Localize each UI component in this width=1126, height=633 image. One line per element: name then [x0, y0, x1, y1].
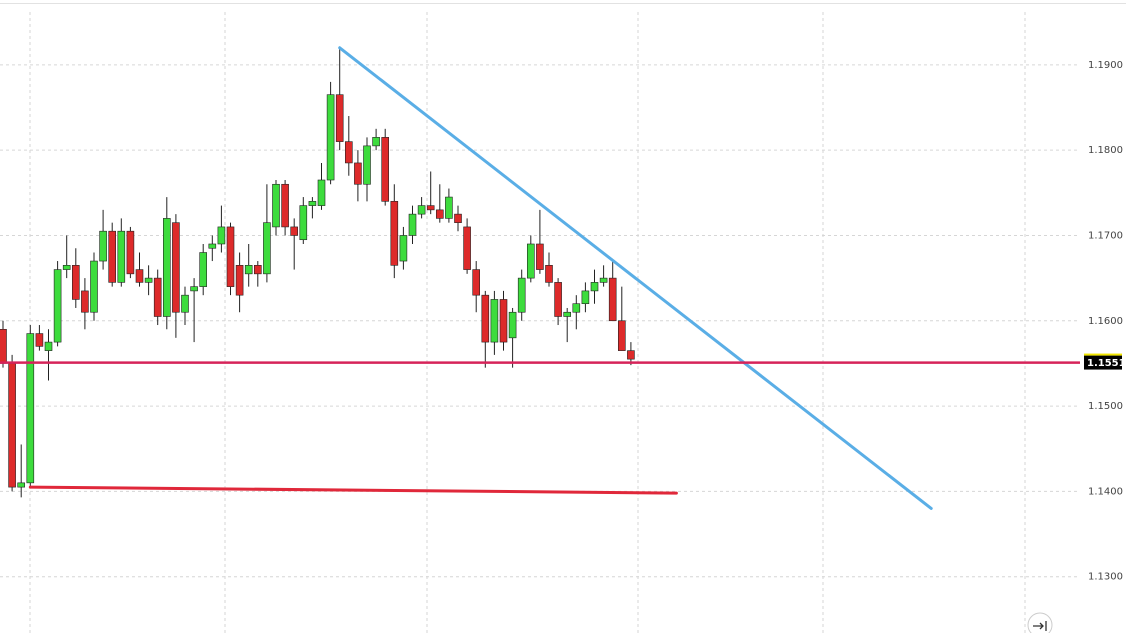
candle-body — [545, 265, 553, 283]
candle-body — [72, 265, 80, 300]
price-label-bg — [1084, 355, 1122, 370]
candle-body — [563, 311, 572, 317]
y-tick-label: 1.1900 — [1088, 60, 1123, 71]
trend-line — [338, 46, 933, 510]
candle-body — [435, 209, 444, 219]
candle-body — [354, 162, 362, 185]
candle-body — [508, 311, 517, 339]
candle-body — [272, 183, 280, 228]
candle-body — [536, 243, 544, 270]
y-tick-label: 1.1700 — [1088, 230, 1123, 241]
candle-body — [217, 226, 226, 245]
candle-body — [454, 213, 462, 223]
candle-body — [144, 277, 153, 283]
candle-body — [17, 482, 26, 488]
candle-body — [244, 265, 253, 275]
candle-body — [472, 269, 481, 296]
candle-body — [90, 260, 98, 313]
candle-body — [572, 303, 581, 313]
price-label: 1.1551 — [1087, 358, 1126, 369]
y-tick-label: 1.1400 — [1088, 486, 1123, 497]
candle-body — [344, 141, 353, 164]
candle-body — [381, 137, 390, 202]
trend-line — [28, 485, 678, 495]
candle-body — [599, 277, 608, 283]
candle-body — [445, 196, 453, 219]
candle-body — [417, 205, 426, 215]
candle-body — [608, 277, 617, 322]
y-tick-label: 1.1500 — [1088, 401, 1123, 412]
candle-body — [153, 277, 162, 317]
candle-body — [181, 294, 189, 313]
candle-body — [199, 252, 207, 287]
candle-body — [135, 269, 144, 283]
candle-body — [481, 294, 490, 343]
candle-body — [317, 179, 326, 206]
candle-body — [290, 226, 299, 236]
scroll-icon — [1033, 621, 1047, 631]
candle-body — [126, 230, 135, 275]
candle-body — [35, 333, 44, 347]
candle-body — [499, 299, 508, 343]
y-tick-label: 1.1300 — [1088, 572, 1123, 583]
candle-body — [390, 201, 399, 266]
candle-body — [308, 201, 317, 206]
candle-body — [108, 230, 116, 283]
candle-body — [99, 230, 107, 262]
candle-body — [8, 363, 16, 488]
candle-body — [190, 286, 198, 292]
candle-body — [172, 222, 180, 313]
candle-body — [263, 222, 271, 275]
candle-body — [53, 269, 62, 343]
candle-body — [281, 183, 289, 228]
candle-body — [490, 299, 499, 343]
candle-body — [554, 282, 562, 317]
candle-body — [463, 226, 471, 270]
candle-body — [44, 341, 53, 351]
candle-body — [617, 320, 626, 351]
y-tick-label: 1.1800 — [1088, 145, 1123, 156]
candle-body — [517, 277, 526, 313]
candle-body — [581, 290, 590, 305]
y-tick-label: 1.1600 — [1088, 316, 1123, 327]
candle-body — [26, 333, 35, 484]
candle-body — [208, 243, 217, 249]
candle-body — [399, 235, 408, 262]
candle-body — [235, 265, 244, 296]
candle-body — [590, 282, 599, 292]
candle-body — [326, 94, 335, 181]
candle-body — [363, 145, 371, 185]
candle-body — [117, 230, 126, 283]
candle-body — [226, 226, 235, 287]
price-label-accent — [1084, 353, 1122, 356]
candle-body — [299, 205, 308, 241]
candle-body — [81, 290, 89, 313]
candle-body — [426, 205, 435, 211]
vertical-grid — [29, 12, 1026, 633]
candle-body — [526, 243, 535, 279]
candle-body — [627, 350, 635, 360]
candle-body — [0, 328, 7, 364]
candle-body — [335, 94, 344, 142]
candle-body — [372, 137, 380, 147]
scroll-button[interactable] — [1027, 612, 1053, 633]
candle-body — [254, 265, 262, 275]
candle-body — [408, 213, 417, 236]
candle-body — [163, 218, 171, 317]
candle-body — [62, 265, 71, 270]
